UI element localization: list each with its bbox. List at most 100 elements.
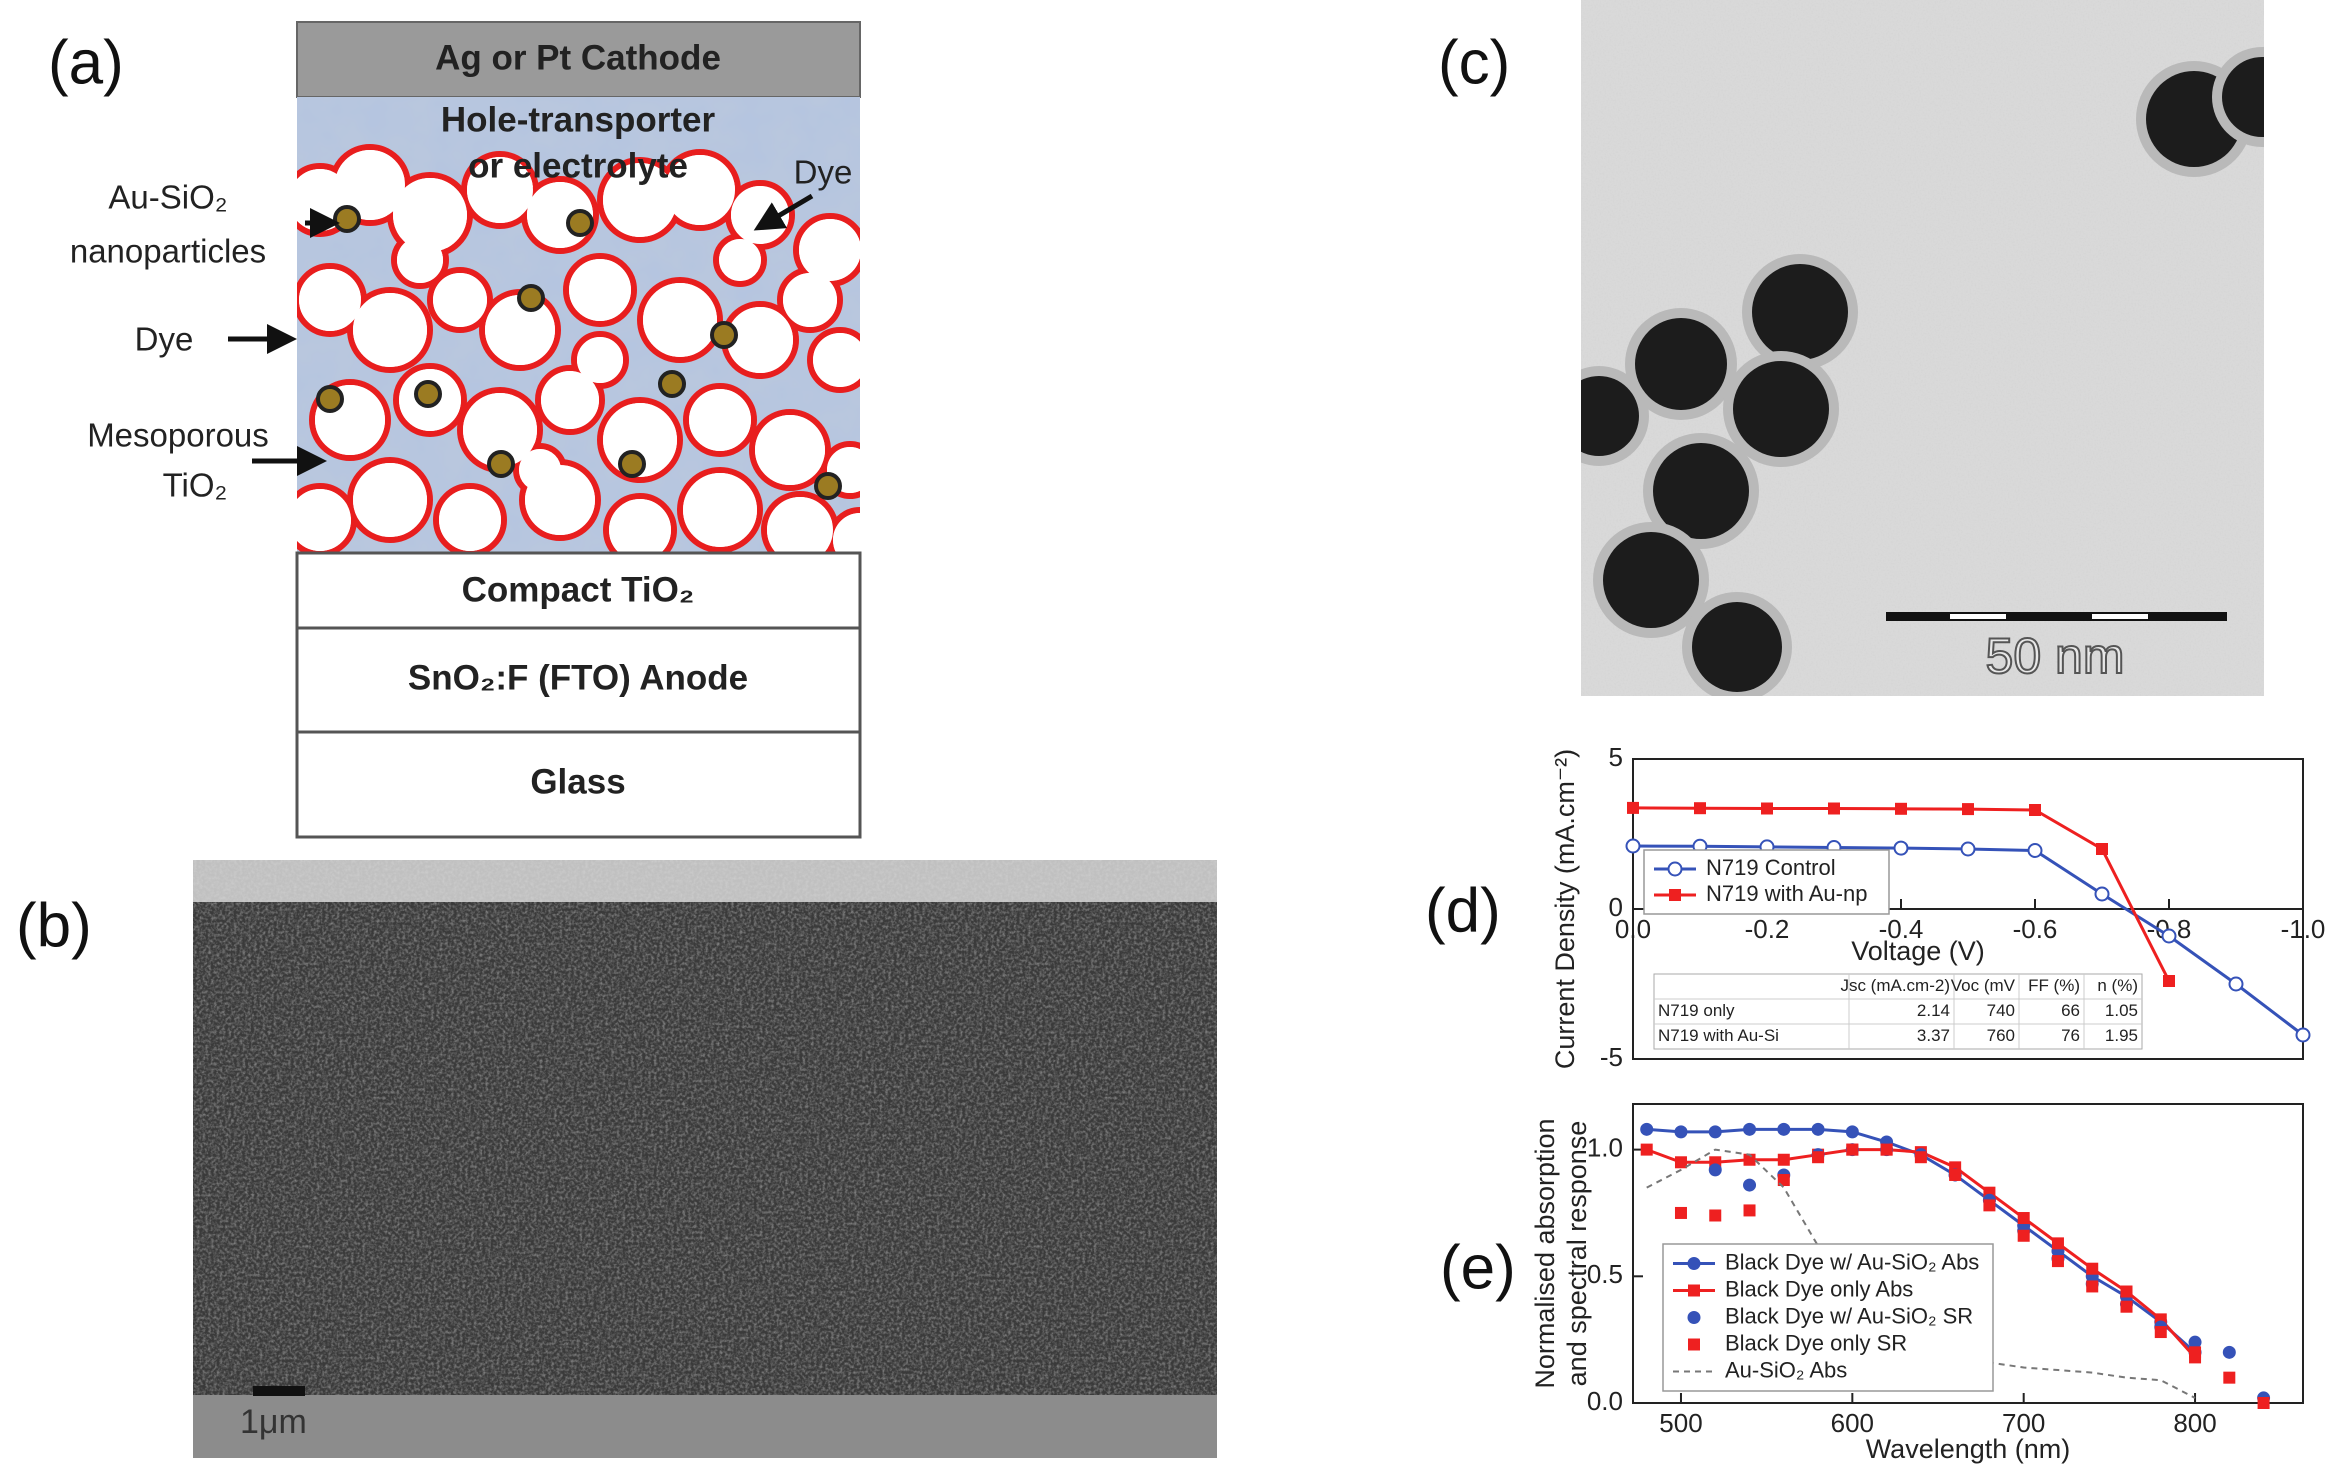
pore	[727, 307, 793, 373]
legend-marker	[1669, 889, 1681, 901]
tem-image: 50 nm	[1581, 0, 2264, 696]
y-axis-label: and spectral response	[1562, 1121, 1592, 1387]
pore	[569, 259, 631, 321]
table-cell: 76	[2061, 1026, 2080, 1045]
particle-core	[1653, 443, 1749, 539]
data-point	[2017, 1229, 2030, 1242]
data-point	[1674, 1125, 1688, 1139]
data-point	[1895, 802, 1907, 815]
pore	[485, 295, 555, 365]
data-point	[2154, 1326, 2167, 1339]
cell-schematic: Ag or Pt Cathode Hole-transporter or ele…	[70, 21, 862, 839]
legend-marker	[1688, 1284, 1700, 1297]
y-tick-label: 1.0	[1587, 1132, 1623, 1162]
pore	[353, 463, 427, 537]
data-point	[2161, 928, 2177, 944]
data-point	[1743, 1178, 1757, 1192]
au-particle	[566, 209, 594, 237]
data-point	[2228, 976, 2244, 992]
data-point	[1777, 1122, 1791, 1136]
table-header: Voc (mV	[1951, 976, 2016, 995]
sem-texture	[193, 860, 1217, 1458]
scale-bar	[1886, 612, 2227, 621]
pore	[463, 393, 537, 467]
pore	[813, 333, 860, 387]
data-point	[2295, 1027, 2311, 1043]
data-point	[1845, 1125, 1859, 1139]
pore	[397, 237, 443, 283]
data-point	[1914, 1151, 1927, 1164]
layer-label: SnO₂:F (FTO) Anode	[408, 658, 748, 697]
data-point	[1949, 1168, 1962, 1181]
table-cell: 740	[1987, 1001, 2015, 1020]
data-point	[1627, 801, 1639, 814]
data-point	[2051, 1237, 2064, 1250]
data-point	[2017, 1212, 2030, 1225]
legend-box	[1662, 1243, 1994, 1392]
y-tick-label: 0.5	[1587, 1259, 1623, 1289]
legend-label: N719 Control	[1706, 855, 1836, 880]
scale-label: 50 nm	[1986, 628, 2125, 684]
y-axis-label: Current Density (mA.cm⁻²)	[1550, 749, 1580, 1069]
data-point	[1708, 1163, 1722, 1177]
scale-label: 1μm	[240, 1403, 307, 1441]
pore	[541, 371, 599, 429]
particle-core	[1752, 264, 1848, 360]
nanoparticles	[1581, 47, 2264, 696]
pore	[393, 178, 467, 252]
pore	[467, 157, 533, 223]
legend-marker	[1687, 1311, 1701, 1324]
table-header: Jsc (mA.cm-2)	[1840, 976, 1950, 995]
table-header: FF (%)	[2028, 976, 2080, 995]
x-tick-label: -0.2	[1745, 914, 1790, 944]
mesoporous-tio2	[297, 144, 860, 553]
layer-label: Compact TiO₂	[462, 570, 695, 609]
data-point	[1983, 1199, 1996, 1212]
legend-marker	[1688, 1338, 1700, 1351]
pore	[577, 337, 623, 383]
panel-label: (b)	[16, 891, 92, 960]
x-tick-label: 800	[2173, 1408, 2216, 1438]
sem-surface	[193, 860, 1217, 902]
data-point	[2094, 886, 2110, 902]
data-point	[1893, 840, 1909, 856]
pore	[719, 239, 761, 281]
y-tick-label: 5	[1609, 742, 1623, 772]
annotation: nanoparticles	[70, 233, 266, 270]
data-point	[2051, 1255, 2064, 1268]
particle-core	[1692, 602, 1782, 692]
table-cell: N719 with Au-Si	[1658, 1026, 1779, 1045]
legend-box	[1643, 849, 1890, 915]
pore	[299, 269, 361, 331]
layer-label: Ag or Pt Cathode	[435, 38, 721, 77]
data-point	[1743, 1122, 1757, 1136]
data-point	[1846, 1143, 1859, 1156]
arrow	[753, 193, 814, 231]
particle-core	[1581, 376, 1639, 456]
annotation: TiO₂	[163, 467, 228, 504]
scale-bar	[253, 1386, 305, 1396]
data-point	[2222, 1345, 2236, 1359]
y-axis-label: Normalised absorption	[1530, 1118, 1560, 1388]
particle-core	[1733, 361, 1829, 457]
pore	[297, 489, 351, 551]
pore	[689, 389, 751, 451]
au-particle	[618, 450, 646, 478]
pore	[755, 415, 825, 485]
au-particle	[814, 472, 842, 500]
y-tick-label: -5	[1600, 1042, 1623, 1072]
legend-label: Black Dye w/ Au-SiO₂ SR	[1725, 1303, 1973, 1328]
cathode-layer	[296, 21, 861, 98]
pore	[335, 150, 405, 220]
particle-core	[1635, 318, 1727, 410]
table-cell: 3.37	[1917, 1026, 1950, 1045]
sem-substrate	[193, 1395, 1217, 1458]
table-cell: 2.14	[1917, 1001, 1950, 1020]
au-particle	[487, 450, 515, 478]
data-point	[1761, 802, 1773, 815]
data-point	[1674, 1206, 1687, 1219]
legend-label: Au-SiO₂ Abs	[1725, 1357, 1847, 1382]
data-point	[1743, 1153, 1756, 1166]
pore	[683, 473, 757, 547]
x-tick-label: 500	[1659, 1408, 1702, 1438]
